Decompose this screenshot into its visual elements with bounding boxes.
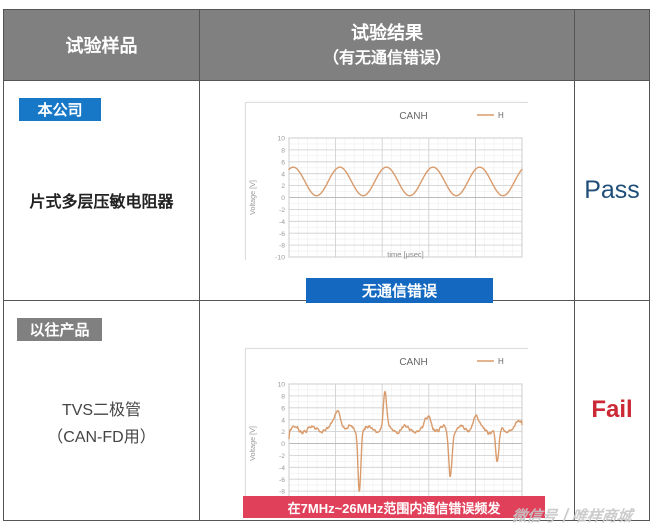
svg-text:4: 4	[281, 171, 285, 178]
svg-text:-4: -4	[279, 219, 285, 226]
svg-text:2: 2	[281, 429, 285, 436]
svg-text:-8: -8	[279, 243, 285, 250]
svg-text:-8: -8	[279, 489, 285, 496]
svg-text:8: 8	[281, 148, 285, 155]
svg-text:0: 0	[281, 195, 285, 202]
svg-text:H: H	[498, 111, 504, 120]
svg-text:2: 2	[281, 183, 285, 190]
svg-text:time [μsec]: time [μsec]	[387, 250, 423, 259]
svg-text:-6: -6	[279, 477, 285, 484]
svg-text:6: 6	[281, 405, 285, 412]
svg-text:H: H	[498, 357, 504, 366]
svg-text:-6: -6	[279, 231, 285, 238]
svg-text:0: 0	[281, 441, 285, 448]
svg-text:-4: -4	[279, 465, 285, 472]
svg-text:10: 10	[277, 136, 285, 143]
svg-text:8: 8	[281, 394, 285, 401]
svg-text:CANH: CANH	[399, 357, 427, 368]
svg-text:10: 10	[277, 382, 285, 389]
svg-text:-2: -2	[279, 453, 285, 460]
svg-text:-2: -2	[279, 207, 285, 214]
svg-text:Voltage [V]: Voltage [V]	[248, 180, 257, 215]
svg-text:Voltage [V]: Voltage [V]	[248, 426, 257, 461]
svg-text:6: 6	[281, 159, 285, 166]
svg-text:4: 4	[281, 417, 285, 424]
svg-text:CANH: CANH	[399, 111, 427, 122]
